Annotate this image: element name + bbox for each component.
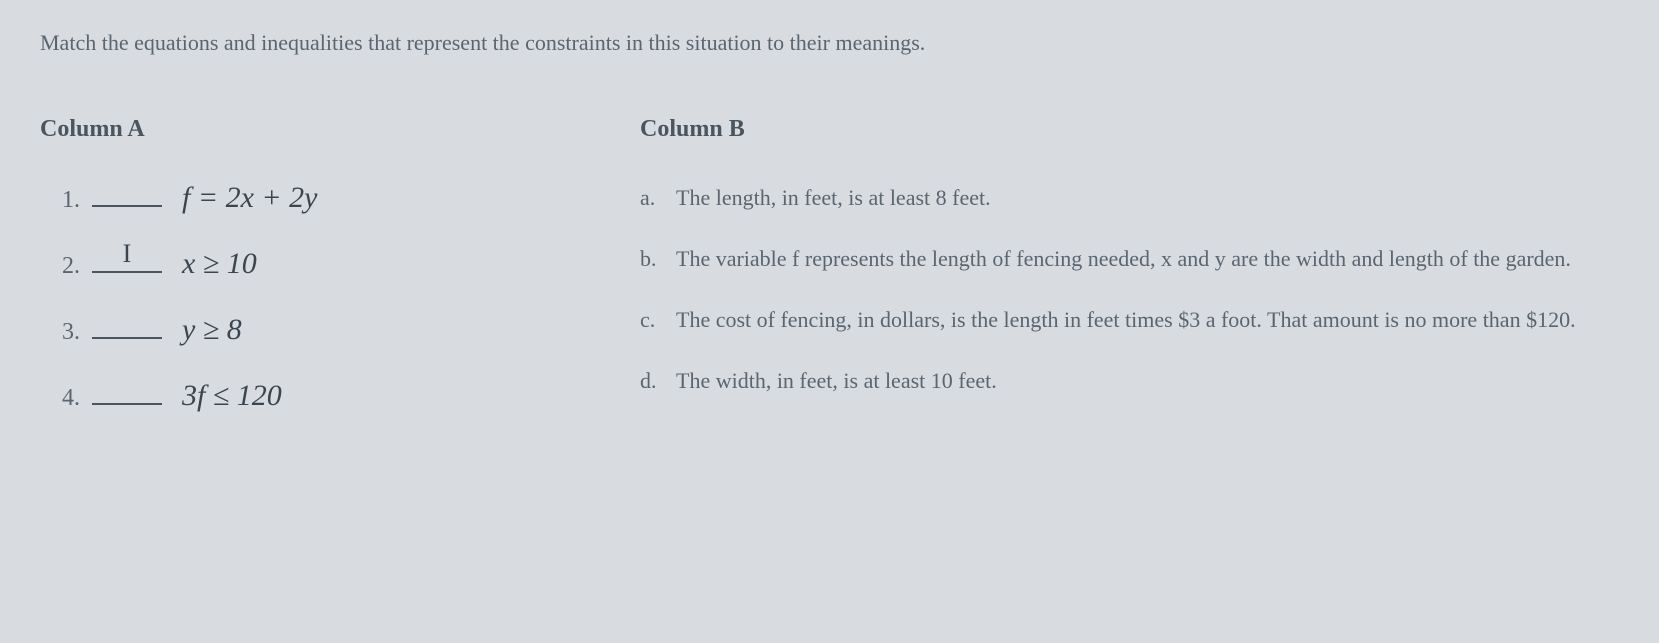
instruction-text: Match the equations and inequalities tha… (40, 30, 1619, 56)
item-row: 3. y ≥ 8 (40, 313, 600, 347)
answer-value: I (123, 239, 132, 269)
equation-text: 3f ≤ 120 (182, 379, 282, 413)
answer-blank[interactable] (92, 337, 162, 339)
item-row: 2. I x ≥ 10 (40, 247, 600, 281)
column-a-header: Column A (40, 116, 600, 143)
option-text: The cost of fencing, in dollars, is the … (676, 303, 1619, 336)
option-letter: b. (640, 242, 676, 275)
item-number: 3. (40, 319, 80, 346)
equation-text: y ≥ 8 (182, 313, 242, 347)
columns-container: Column A 1. f = 2x + 2y 2. I x ≥ 10 3. y… (40, 116, 1619, 445)
column-a: Column A 1. f = 2x + 2y 2. I x ≥ 10 3. y… (40, 116, 600, 445)
item-number: 1. (40, 187, 80, 214)
equation-text: x ≥ 10 (182, 247, 257, 281)
column-b-header: Column B (640, 116, 1619, 143)
item-row: 1. f = 2x + 2y (40, 181, 600, 215)
option-text: The variable f represents the length of … (676, 242, 1619, 275)
option-row: b. The variable f represents the length … (640, 242, 1619, 275)
option-text: The length, in feet, is at least 8 feet. (676, 181, 1619, 214)
option-letter: a. (640, 181, 676, 214)
answer-blank[interactable] (92, 403, 162, 405)
item-number: 2. (40, 253, 80, 280)
option-row: a. The length, in feet, is at least 8 fe… (640, 181, 1619, 214)
option-letter: c. (640, 303, 676, 336)
item-number: 4. (40, 385, 80, 412)
equation-text: f = 2x + 2y (182, 181, 317, 215)
item-row: 4. 3f ≤ 120 (40, 379, 600, 413)
answer-blank[interactable] (92, 205, 162, 207)
answer-blank[interactable]: I (92, 271, 162, 273)
option-text: The width, in feet, is at least 10 feet. (676, 364, 1619, 397)
option-row: d. The width, in feet, is at least 10 fe… (640, 364, 1619, 397)
column-b: Column B a. The length, in feet, is at l… (640, 116, 1619, 445)
option-letter: d. (640, 364, 676, 397)
option-row: c. The cost of fencing, in dollars, is t… (640, 303, 1619, 336)
